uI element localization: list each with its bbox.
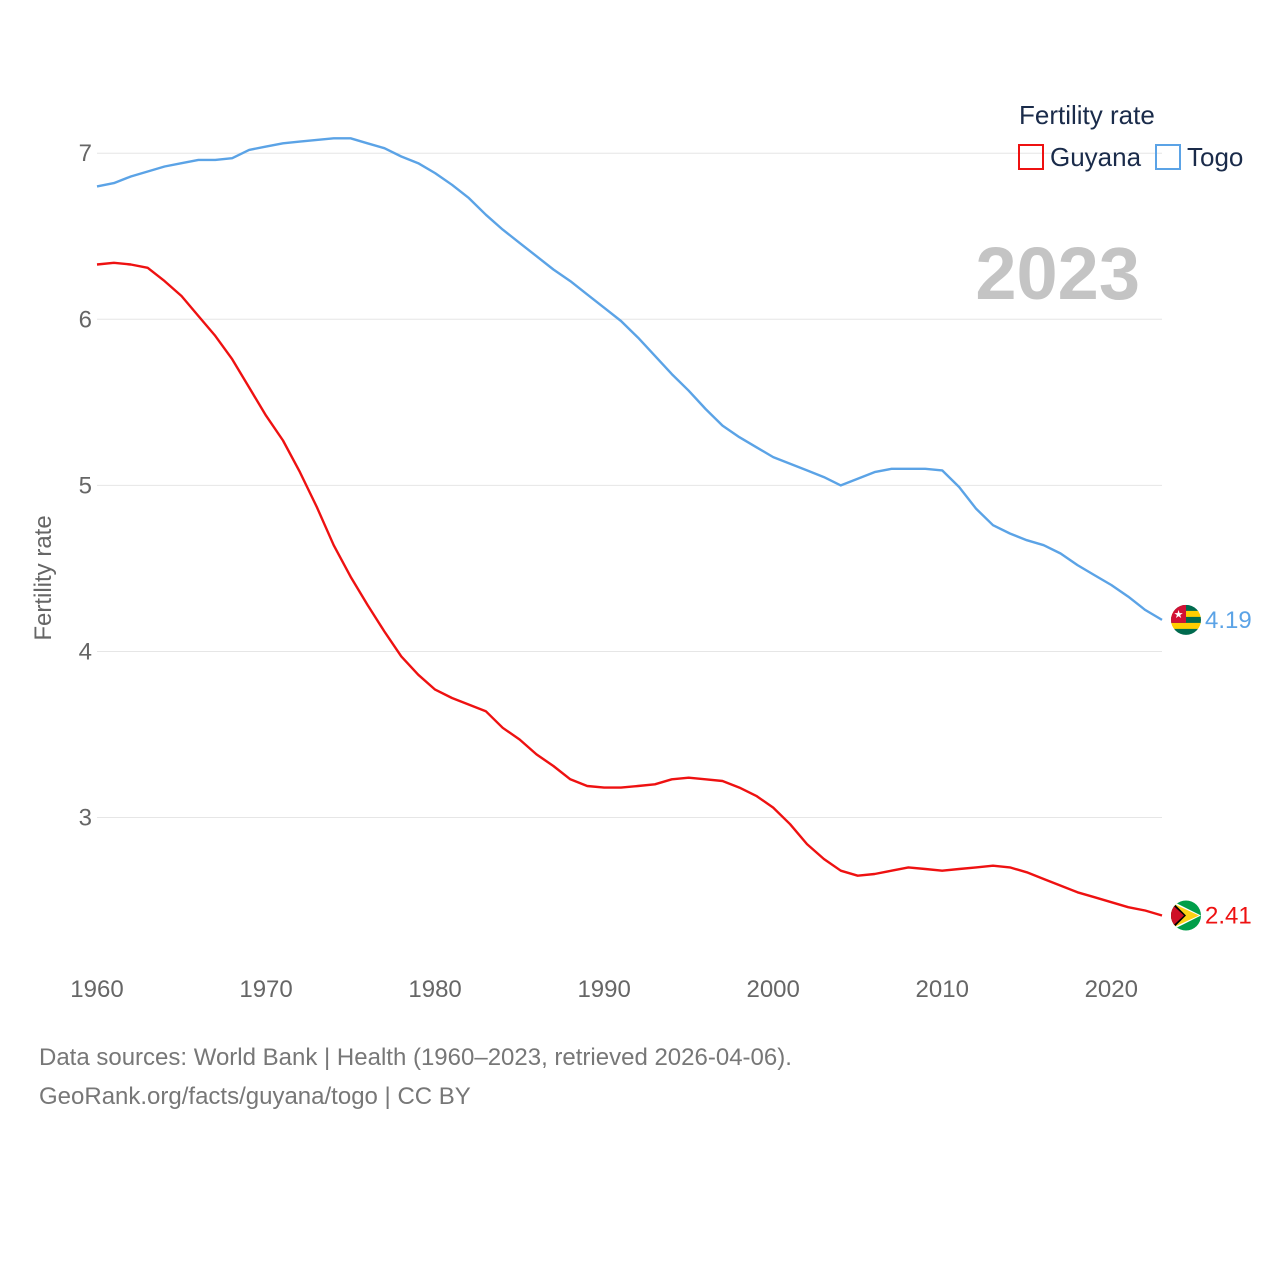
x-axis-ticks: 1960 1970 1980 1990 2000 2010 2020: [70, 976, 1138, 1003]
y-axis-ticks: 3 4 5 6 7: [79, 140, 92, 831]
x-tick-label: 1960: [70, 976, 123, 1003]
legend-swatch-guyana: [1018, 144, 1044, 170]
y-tick-label: 7: [79, 140, 92, 167]
x-tick-label: 2010: [916, 976, 969, 1003]
x-tick-label: 1990: [577, 976, 630, 1003]
legend-label-guyana: Guyana: [1050, 142, 1142, 172]
x-tick-label: 2000: [746, 976, 799, 1003]
y-tick-label: 4: [79, 638, 92, 665]
legend: Fertility rate Guyana Togo: [1018, 100, 1243, 172]
x-tick-label: 1980: [408, 976, 461, 1003]
series-line-togo: [96, 137, 1163, 621]
svg-text:★: ★: [1174, 608, 1184, 621]
y-axis-label: Fertility rate: [30, 515, 57, 640]
end-value-label-guyana: 2.41: [1205, 903, 1252, 930]
legend-item-guyana[interactable]: Guyana: [1018, 142, 1142, 172]
x-tick-label: 2020: [1085, 976, 1138, 1003]
legend-swatch-togo: [1155, 144, 1181, 170]
series-end-markers: 2.41 ★ 4.19: [1171, 604, 1252, 931]
x-tick-label: 1970: [239, 976, 292, 1003]
y-tick-label: 6: [79, 306, 92, 333]
gridlines: [97, 152, 1162, 819]
legend-item-togo[interactable]: Togo: [1155, 142, 1243, 172]
current-year-label: 2023: [975, 232, 1140, 315]
y-tick-label: 5: [79, 472, 92, 499]
togo-flag-icon: ★: [1171, 604, 1201, 635]
y-tick-label: 3: [79, 805, 92, 832]
series-lines: [96, 137, 1163, 917]
guyana-flag-icon: [1171, 900, 1201, 931]
legend-title: Fertility rate: [1019, 100, 1155, 130]
attribution-link[interactable]: GeoRank.org/facts/guyana/togo | CC BY: [39, 1083, 471, 1110]
end-value-label-togo: 4.19: [1205, 607, 1252, 634]
data-source-note: Data sources: World Bank | Health (1960–…: [39, 1044, 792, 1071]
legend-label-togo: Togo: [1187, 142, 1243, 172]
series-line-guyana: [96, 261, 1163, 917]
